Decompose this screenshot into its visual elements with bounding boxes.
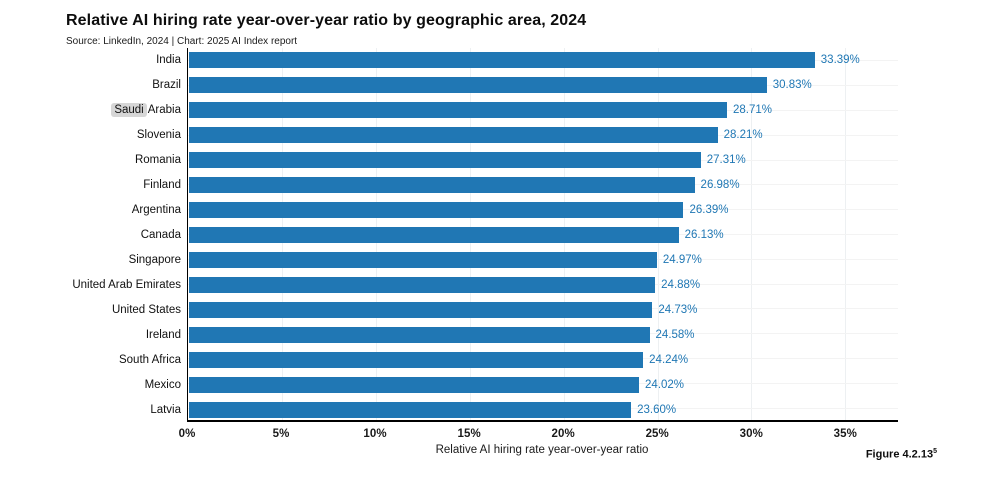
x-tick-label: 20% [551, 428, 575, 440]
bar-row: 28.21% [188, 123, 898, 148]
bar-value-label: 26.98% [700, 179, 740, 192]
bar [188, 177, 695, 194]
bar-row: 33.39% [188, 48, 898, 73]
bar-value-label: 30.83% [772, 79, 812, 92]
x-tick-label: 5% [272, 428, 290, 440]
highlighted-text: Saudi [111, 103, 147, 118]
bar-value-label: 28.21% [723, 129, 763, 142]
bar [188, 251, 657, 268]
x-tick-label: 35% [833, 428, 857, 440]
category-label: Argentina [131, 204, 181, 217]
bar [188, 127, 718, 144]
category-label: South Africa [118, 353, 181, 366]
category-label: Finland [143, 179, 181, 192]
bar-value-label: 24.73% [658, 303, 698, 316]
bar-row: 24.58% [188, 322, 898, 347]
x-axis-label: Relative AI hiring rate year-over-year r… [435, 444, 649, 456]
chart-source: Source: LinkedIn, 2024 | Chart: 2025 AI … [66, 36, 298, 47]
x-tick-label: 0% [178, 428, 196, 440]
bar [188, 326, 650, 343]
bar [188, 202, 684, 219]
bar-row: 28.71% [188, 98, 898, 123]
category-label: Romania [134, 154, 181, 167]
bar-row: 26.13% [188, 223, 898, 248]
bar-rows: 33.39% 30.83% 28.71% 28.21% 27.31% 26.98% 26.3… [188, 48, 898, 422]
bar-value-label: 24.97% [662, 253, 702, 266]
bar [188, 77, 767, 94]
x-tick-label: 25% [645, 428, 669, 440]
bar-value-label: 24.24% [649, 353, 689, 366]
bar-row: 27.31% [188, 148, 898, 173]
figure-caption: Figure 4.2.135 [866, 448, 937, 461]
bar [188, 152, 701, 169]
x-tick-label: 30% [739, 428, 763, 440]
category-label: Canada [140, 229, 181, 242]
bar [188, 227, 679, 244]
bar [188, 52, 815, 69]
bar-row: 23.60% [188, 397, 898, 422]
bar [188, 102, 727, 119]
category-label: Latvia [150, 403, 181, 416]
category-label: Slovenia [136, 129, 181, 142]
x-tick-label: 10% [363, 428, 387, 440]
bar-row: 30.83% [188, 73, 898, 98]
bar-value-label: 23.60% [637, 403, 677, 416]
bar-value-label: 27.31% [706, 154, 746, 167]
category-label: Mexico [144, 378, 181, 391]
bar-row: 24.24% [188, 347, 898, 372]
bar [188, 276, 656, 293]
category-label: United States [111, 303, 181, 316]
figure-caption-text: Figure 4.2.13 [865, 448, 934, 461]
bar-value-label: 26.39% [689, 204, 729, 217]
category-label: Saudi Arabia [0, 98, 181, 123]
bar-row: 24.97% [188, 248, 898, 273]
bar-value-label: 24.02% [645, 378, 685, 391]
bar-row: 24.88% [188, 272, 898, 297]
category-label: Brazil [152, 79, 181, 92]
chart-title: Relative AI hiring rate year-over-year r… [66, 12, 587, 29]
x-tick-label: 15% [457, 428, 481, 440]
category-label: United Arab Emirates [72, 278, 181, 291]
bar-row: 26.39% [188, 198, 898, 223]
bar [188, 351, 644, 368]
category-label: India [156, 54, 181, 67]
bar-row: 26.98% [188, 173, 898, 198]
bar-value-label: 24.58% [655, 328, 695, 341]
figure-caption-superscript: 5 [933, 448, 937, 455]
bar-value-label: 26.13% [684, 229, 724, 242]
bar-value-label: 24.88% [661, 278, 701, 291]
bar-row: 24.02% [188, 372, 898, 397]
bar [188, 376, 640, 393]
category-label: Singapore [128, 253, 181, 266]
y-axis-category-labels: India Brazil Saudi Arabia Slovenia Romania Fi… [0, 48, 181, 422]
bar [188, 301, 653, 318]
bar-value-label: 33.39% [820, 54, 860, 67]
bar-value-label: 28.71% [733, 104, 773, 117]
x-axis-ticks: 0% 5% 10% 15% 20% 25% 30% 35% [0, 428, 987, 444]
category-label: Ireland [145, 328, 181, 341]
bar-row: 24.73% [188, 297, 898, 322]
bar [188, 401, 632, 418]
